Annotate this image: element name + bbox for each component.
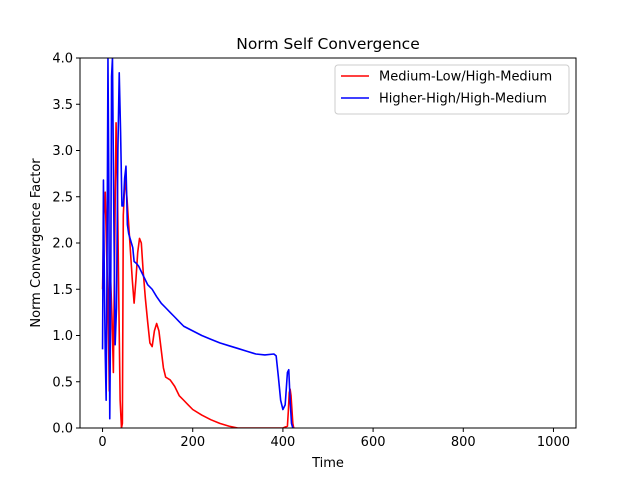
- y-tick-label: 0.0: [52, 422, 73, 437]
- legend-box: [334, 64, 570, 115]
- y-tick-label: 1.0: [52, 329, 73, 344]
- y-tick-label: 1.5: [52, 283, 73, 298]
- series-group: [101, 58, 295, 428]
- y-tick-label: 3.5: [52, 98, 73, 113]
- x-axis-label: Time: [311, 456, 344, 471]
- legend: Medium-Low/High-Medium Higher-High/High-M…: [334, 64, 570, 115]
- x-tick-label: 200: [180, 435, 205, 450]
- y-tick-label: 3.0: [52, 144, 73, 159]
- x-tick-label: 0: [98, 435, 106, 450]
- y-axis: 0.0 0.5 1.0 1.5 2.0 2.5 3.0 3.5 4.0: [52, 52, 80, 437]
- legend-label-2: Higher-High/High-Medium: [379, 92, 547, 107]
- chart-title: Norm Self Convergence: [236, 35, 419, 53]
- x-tick-label: 400: [270, 435, 295, 450]
- y-tick-label: 2.5: [52, 190, 73, 205]
- x-tick-label: 600: [361, 435, 386, 450]
- x-tick-label: 800: [451, 435, 476, 450]
- x-tick-label: 1000: [537, 435, 570, 450]
- series-line-2: [101, 58, 294, 428]
- legend-label-1: Medium-Low/High-Medium: [379, 70, 552, 85]
- x-axis: 0 200 400 600 800 1000: [98, 428, 570, 450]
- y-axis-label: Norm Convergence Factor: [29, 158, 44, 328]
- y-tick-label: 2.0: [52, 237, 73, 252]
- y-tick-label: 0.5: [52, 375, 73, 390]
- y-tick-label: 4.0: [52, 52, 73, 67]
- series-line-1: [101, 121, 295, 428]
